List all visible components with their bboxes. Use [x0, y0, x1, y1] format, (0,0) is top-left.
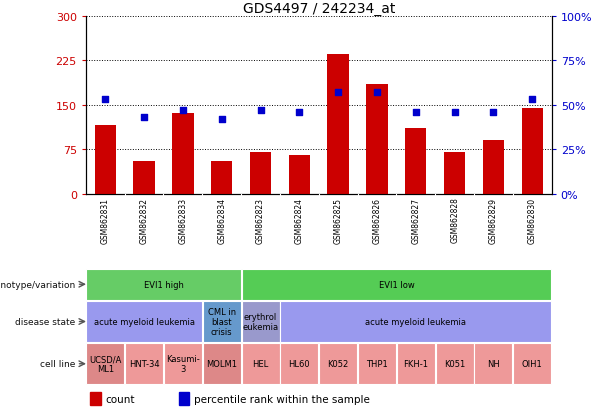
FancyBboxPatch shape: [86, 301, 202, 342]
Text: MOLM1: MOLM1: [206, 359, 237, 368]
Text: genotype/variation: genotype/variation: [0, 280, 75, 289]
FancyBboxPatch shape: [242, 269, 551, 300]
Bar: [367, 85, 387, 194]
Point: [527, 97, 537, 103]
Bar: [91, 392, 101, 405]
Bar: [289, 156, 310, 194]
FancyBboxPatch shape: [280, 344, 318, 384]
Text: K052: K052: [327, 359, 349, 368]
Point: [101, 97, 110, 103]
FancyBboxPatch shape: [203, 301, 241, 342]
Point: [489, 109, 498, 116]
Point: [139, 114, 149, 121]
FancyBboxPatch shape: [397, 344, 435, 384]
FancyBboxPatch shape: [86, 344, 124, 384]
Point: [178, 107, 188, 114]
Point: [256, 107, 265, 114]
Bar: [405, 129, 427, 194]
Text: HL60: HL60: [289, 359, 310, 368]
FancyBboxPatch shape: [164, 344, 202, 384]
Text: OIH1: OIH1: [522, 359, 543, 368]
Text: GSM862834: GSM862834: [217, 197, 226, 243]
Text: GSM862830: GSM862830: [528, 197, 537, 243]
Text: GSM862827: GSM862827: [411, 197, 421, 243]
FancyBboxPatch shape: [513, 344, 551, 384]
Text: THP1: THP1: [366, 359, 388, 368]
Bar: [211, 161, 232, 194]
Text: disease state: disease state: [15, 317, 75, 326]
FancyBboxPatch shape: [436, 344, 474, 384]
FancyBboxPatch shape: [319, 344, 357, 384]
Text: HNT-34: HNT-34: [129, 359, 159, 368]
FancyBboxPatch shape: [358, 344, 396, 384]
Text: GSM862833: GSM862833: [178, 197, 188, 243]
Bar: [327, 55, 349, 194]
Text: cell line: cell line: [40, 359, 75, 368]
FancyBboxPatch shape: [125, 344, 163, 384]
FancyBboxPatch shape: [203, 344, 241, 384]
Text: acute myeloid leukemia: acute myeloid leukemia: [365, 317, 466, 326]
Text: UCSD/A
ML1: UCSD/A ML1: [89, 354, 121, 373]
Text: percentile rank within the sample: percentile rank within the sample: [194, 394, 370, 404]
Text: EVI1 low: EVI1 low: [379, 280, 414, 289]
Text: EVI1 high: EVI1 high: [143, 280, 183, 289]
Bar: [179, 392, 189, 405]
FancyBboxPatch shape: [86, 269, 241, 300]
Point: [411, 109, 421, 116]
Text: erythrol
eukemia: erythrol eukemia: [243, 312, 278, 331]
Point: [450, 109, 460, 116]
Text: GSM862824: GSM862824: [295, 197, 304, 243]
Text: HEL: HEL: [253, 359, 268, 368]
Text: acute myeloid leukemia: acute myeloid leukemia: [94, 317, 194, 326]
Text: GSM862829: GSM862829: [489, 197, 498, 243]
Text: GSM862831: GSM862831: [101, 197, 110, 243]
Bar: [444, 153, 465, 194]
Point: [333, 90, 343, 96]
Text: CML in
blast
crisis: CML in blast crisis: [208, 307, 236, 337]
Text: GSM862823: GSM862823: [256, 197, 265, 243]
Text: Kasumi-
3: Kasumi- 3: [166, 354, 200, 373]
Text: GSM862828: GSM862828: [450, 197, 459, 243]
Point: [217, 116, 227, 123]
Title: GDS4497 / 242234_at: GDS4497 / 242234_at: [243, 2, 395, 16]
FancyBboxPatch shape: [242, 344, 280, 384]
Point: [294, 109, 304, 116]
Bar: [94, 126, 116, 194]
Text: GSM862832: GSM862832: [140, 197, 148, 243]
FancyBboxPatch shape: [280, 301, 551, 342]
FancyBboxPatch shape: [474, 344, 512, 384]
Point: [372, 90, 382, 96]
Bar: [483, 141, 504, 194]
Text: FKH-1: FKH-1: [403, 359, 428, 368]
Text: NH: NH: [487, 359, 500, 368]
Text: GSM862825: GSM862825: [333, 197, 343, 243]
Bar: [172, 114, 194, 194]
Bar: [134, 161, 154, 194]
Text: GSM862826: GSM862826: [373, 197, 381, 243]
FancyBboxPatch shape: [242, 301, 280, 342]
Text: K051: K051: [444, 359, 465, 368]
Bar: [250, 153, 271, 194]
Text: count: count: [105, 394, 135, 404]
Bar: [522, 108, 543, 194]
